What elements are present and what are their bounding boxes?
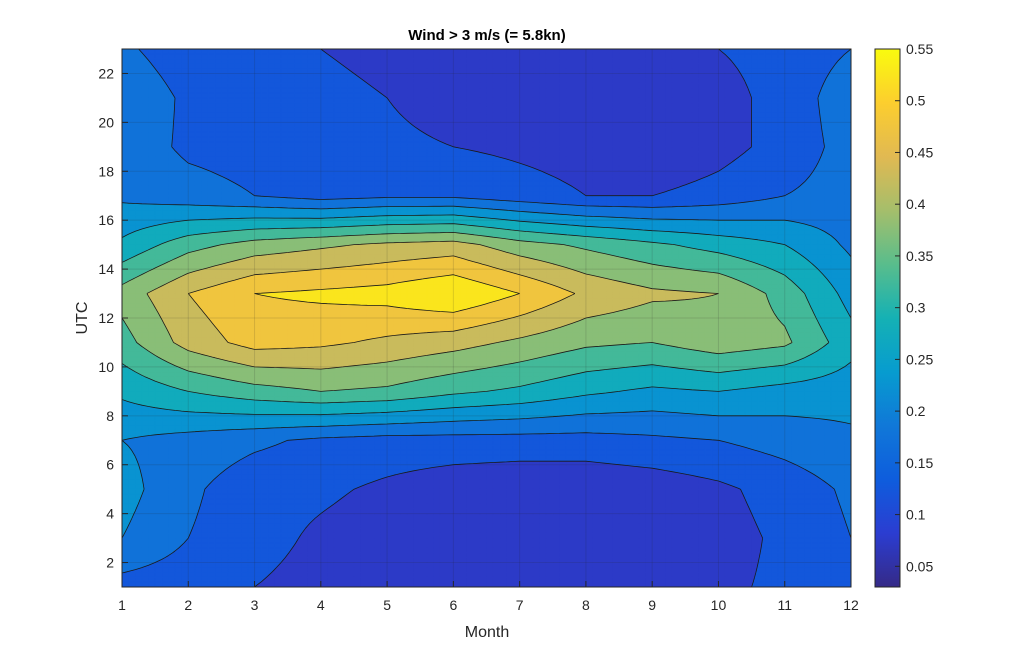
colorbar-tick-label: 0.2 bbox=[906, 403, 926, 419]
x-axis: 1 2 3 4 5 6 7 8 9 10 11 12 bbox=[118, 581, 859, 613]
x-tick-label: 11 bbox=[777, 597, 792, 613]
chart-title: Wind > 3 m/s (= 5.8kn) bbox=[408, 27, 565, 44]
y-tick-label: 16 bbox=[98, 212, 114, 228]
y-axis-label: UTC bbox=[74, 302, 91, 335]
y-tick-label: 2 bbox=[106, 555, 114, 571]
colorbar-tick-label: 0.55 bbox=[906, 41, 933, 57]
x-tick-label: 9 bbox=[648, 597, 656, 613]
colorbar-tick-label: 0.15 bbox=[906, 455, 933, 471]
colorbar-tick-label: 0.5 bbox=[906, 93, 926, 109]
contour-line bbox=[122, 223, 830, 404]
x-tick-label: 12 bbox=[843, 597, 859, 613]
contour-line bbox=[187, 255, 576, 350]
contour-line bbox=[254, 274, 520, 313]
contour-line bbox=[122, 232, 793, 392]
colorbar-tick-label: 0.05 bbox=[906, 558, 933, 574]
colorbar: 0.05 0.1 0.15 0.2 0.25 0.3 0.35 0.4 0.45 0.5 0.55 bbox=[874, 41, 933, 588]
y-tick-label: 10 bbox=[98, 359, 114, 375]
y-tick-label: 6 bbox=[106, 457, 114, 473]
y-tick-label: 14 bbox=[98, 261, 114, 277]
colorbar-tick-label: 0.4 bbox=[906, 196, 926, 212]
x-tick-label: 3 bbox=[251, 597, 259, 613]
x-tick-label: 10 bbox=[711, 597, 727, 613]
grid-lines bbox=[122, 49, 851, 587]
contour-line-layer bbox=[122, 49, 851, 587]
colorbar-tick-label: 0.1 bbox=[906, 507, 926, 523]
y-tick-label: 8 bbox=[106, 408, 114, 424]
x-tick-label: 5 bbox=[383, 597, 391, 613]
contour-plot-area bbox=[121, 48, 852, 588]
x-tick-label: 7 bbox=[516, 597, 524, 613]
x-tick-label: 6 bbox=[449, 597, 457, 613]
colorbar-tick-label: 0.25 bbox=[906, 351, 933, 367]
x-tick-label: 4 bbox=[317, 597, 325, 613]
y-tick-label: 20 bbox=[98, 114, 114, 130]
contour-band bbox=[254, 49, 764, 587]
y-tick-label: 22 bbox=[98, 65, 114, 81]
contour-line bbox=[122, 49, 851, 574]
colorbar-tick-label: 0.3 bbox=[906, 300, 926, 316]
contour-line bbox=[122, 202, 851, 539]
colorbar-tick-label: 0.35 bbox=[906, 248, 933, 264]
y-tick-label: 12 bbox=[98, 310, 114, 326]
x-tick-label: 2 bbox=[184, 597, 192, 613]
x-tick-label: 1 bbox=[118, 597, 126, 613]
colorbar-ticks: 0.05 0.1 0.15 0.2 0.25 0.3 0.35 0.4 0.45 0.5 0.55 bbox=[895, 41, 933, 574]
y-axis: 2 4 6 8 10 12 14 16 18 20 22 bbox=[98, 65, 128, 571]
contour-line bbox=[254, 49, 763, 587]
y-tick-label: 18 bbox=[98, 163, 114, 179]
contour-line bbox=[146, 240, 719, 370]
x-tick-label: 8 bbox=[582, 597, 590, 613]
y-tick-label: 4 bbox=[106, 506, 114, 522]
x-axis-label: Month bbox=[465, 624, 509, 641]
contour-line bbox=[122, 214, 851, 416]
contour-fill-layer bbox=[122, 49, 851, 587]
colorbar-gradient bbox=[874, 48, 901, 588]
colorbar-tick-label: 0.45 bbox=[906, 144, 933, 160]
